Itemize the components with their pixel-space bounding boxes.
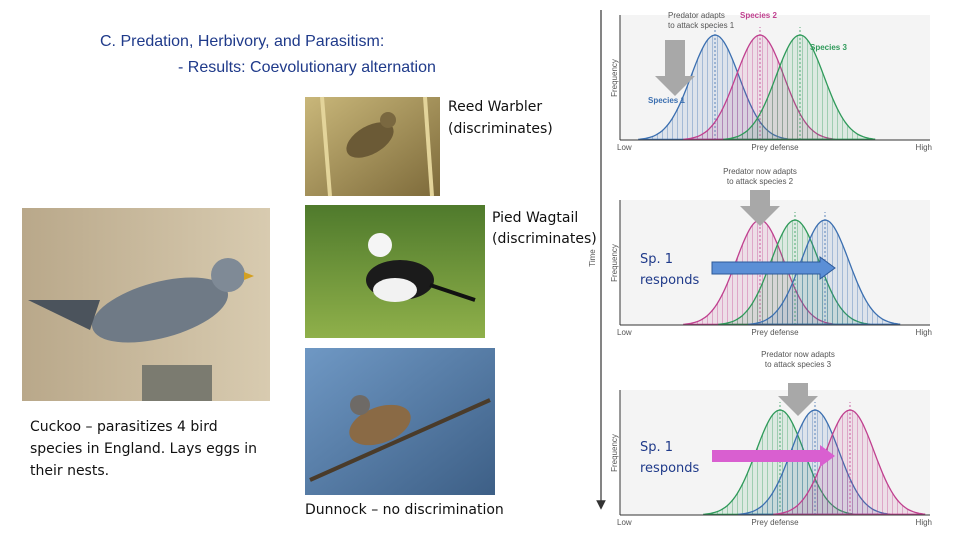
annotation: Predator adapts: [668, 11, 725, 20]
axis-label: Prey defense: [751, 143, 799, 152]
annotation: Predator now adapts: [723, 167, 797, 176]
species-label: Species 2: [740, 11, 777, 20]
bird-name: Dunnock – no discrimination: [305, 502, 504, 518]
photo-pied-wagtail: [305, 205, 485, 338]
axis-label: Frequency: [610, 59, 619, 97]
annotation: to attack species 1: [668, 21, 735, 30]
axis-label: Prey defense: [751, 328, 799, 337]
annotation: to attack species 2: [727, 177, 794, 186]
annotation: Predator now adapts: [761, 350, 835, 359]
response-label: Sp. 1: [640, 440, 673, 455]
species-label: Species 1: [648, 96, 685, 105]
axis-label: Frequency: [610, 434, 619, 472]
caption-line: their nests.: [30, 463, 109, 479]
axis-label: Prey defense: [751, 518, 799, 527]
predator-arrow: [655, 40, 695, 96]
bird-name: Pied Wagtail: [492, 210, 578, 226]
bird-note: (discriminates): [448, 121, 553, 137]
bird-note: (discriminates): [492, 231, 597, 247]
response-label: Sp. 1: [640, 252, 673, 267]
figure: Low Prey defense High Frequency Predator ada…: [610, 11, 932, 527]
caption-line: Cuckoo – parasitizes 4 bird: [30, 419, 218, 435]
title-line: - Results: Coevolutionary alternation: [178, 59, 436, 76]
axis-label: High: [916, 518, 932, 527]
response-arrow: [711, 256, 836, 280]
photo-dunnock: [305, 348, 495, 495]
response-label: responds: [640, 273, 700, 288]
axis-label: High: [916, 328, 932, 337]
photo-reed-warbler: [305, 96, 440, 197]
annotation: to attack species 3: [765, 360, 832, 369]
caption-line: species in England. Lays eggs in: [30, 441, 257, 457]
response-arrow: [712, 445, 835, 467]
axis-label: Low: [617, 143, 632, 152]
title-line: C. Predation, Herbivory, and Parasitism:: [100, 33, 384, 50]
predator-arrow: [778, 383, 818, 416]
time-label: Time: [588, 249, 597, 267]
axis-label: High: [916, 143, 932, 152]
predator-arrow: [740, 190, 780, 226]
axis-label: Frequency: [610, 244, 619, 282]
axis-label: Low: [617, 518, 632, 527]
response-label: responds: [640, 461, 700, 476]
axis-label: Low: [617, 328, 632, 337]
photo-cuckoo: [22, 208, 270, 401]
species-label: Species 3: [810, 43, 847, 52]
bird-name: Reed Warbler: [448, 99, 542, 115]
